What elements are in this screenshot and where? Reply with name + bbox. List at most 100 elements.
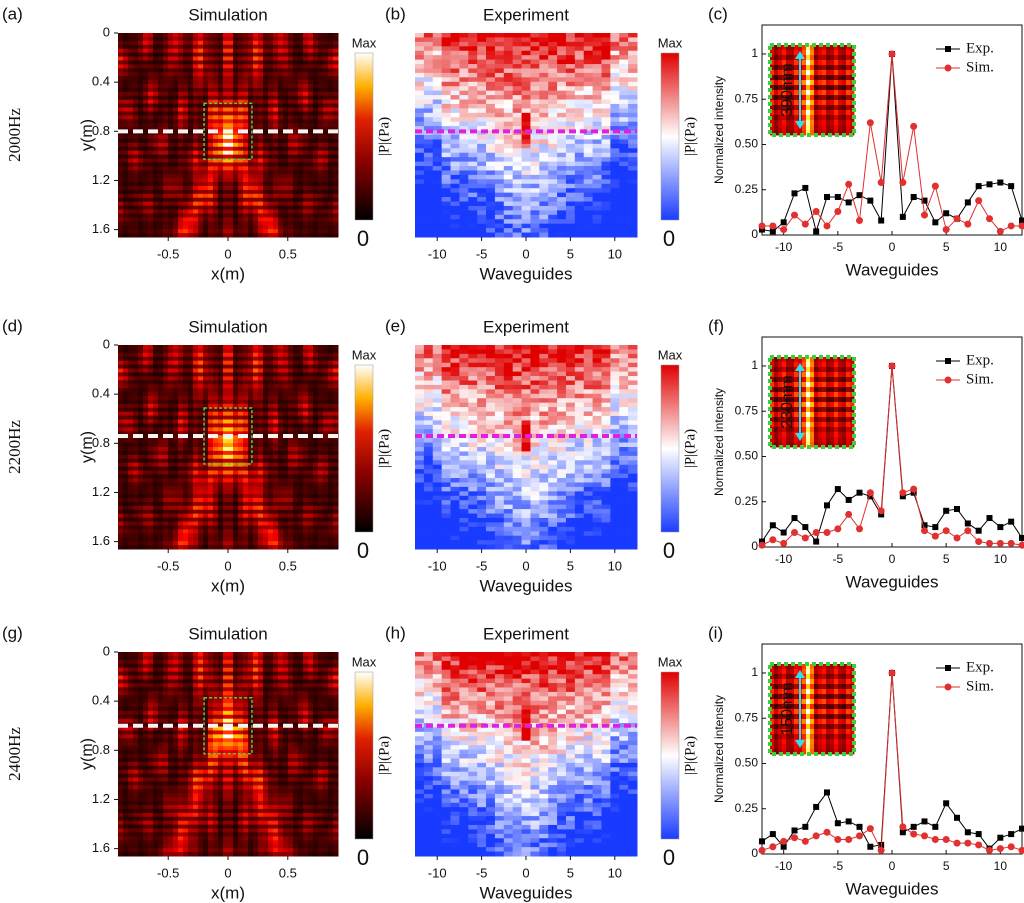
heatmap-cell	[601, 183, 611, 189]
heatmap-cell	[512, 64, 523, 69]
heatmap-cell	[486, 117, 496, 123]
heatmap-cell	[123, 170, 129, 175]
heatmap-cell	[208, 197, 214, 203]
heatmap-cell	[198, 345, 204, 350]
heatmap-cell	[258, 162, 264, 167]
heatmap-cell	[233, 213, 239, 218]
heatmap-cell	[441, 152, 452, 158]
heatmap-cell	[138, 115, 144, 120]
heatmap-cell	[468, 210, 478, 216]
heatmap-cell	[118, 392, 124, 397]
inset-cell	[782, 55, 787, 61]
heatmap-cell	[619, 55, 629, 61]
heatmap-cell	[574, 90, 585, 96]
inset-cell	[842, 45, 847, 51]
heatmap-cell	[228, 415, 234, 421]
heatmap-cell	[133, 162, 139, 167]
heatmap-cell	[188, 80, 194, 85]
heatmap-cell	[423, 86, 434, 92]
heatmap-cell	[233, 80, 239, 85]
heatmap-cell	[583, 179, 594, 185]
heatmap-cell	[628, 55, 638, 61]
inset-cell	[810, 60, 815, 66]
heatmap-cell	[323, 356, 329, 362]
heatmap-cell	[328, 76, 334, 81]
heatmap-cell	[548, 126, 558, 132]
heatmap-cell	[263, 189, 269, 195]
heatmap-cell	[303, 111, 309, 116]
heatmap-cell	[328, 36, 334, 42]
heatmap-cell	[268, 201, 274, 207]
heatmap-cell	[432, 126, 443, 132]
heatmap-cell	[118, 407, 124, 413]
heatmap-cell	[188, 146, 194, 152]
heatmap-cell	[133, 36, 139, 42]
heatmap-cell	[283, 407, 289, 413]
heatmap-cell	[298, 91, 304, 97]
heatmap-cell	[193, 197, 199, 203]
heatmap-cell	[233, 399, 239, 405]
heatmap-cell	[494, 90, 505, 96]
heatmap-cell	[233, 174, 239, 179]
inset-cell	[822, 65, 827, 71]
heatmap-cell	[565, 143, 576, 149]
heatmap-cell	[548, 46, 558, 52]
heatmap-cell	[318, 189, 324, 195]
heatmap-cell	[243, 60, 249, 65]
heatmap-cell	[203, 431, 209, 436]
inset-cell	[830, 45, 835, 51]
heatmap-cell	[163, 229, 169, 234]
heatmap-cell	[208, 138, 214, 144]
marker	[834, 193, 841, 200]
marker	[856, 192, 863, 199]
inset-cell	[850, 125, 855, 131]
heatmap-cell	[253, 368, 259, 373]
heatmap-cell	[158, 423, 164, 428]
heatmap-cell	[619, 157, 629, 163]
heatmap-cell	[183, 233, 189, 238]
heatmap-cell	[308, 419, 314, 424]
heatmap-cell	[258, 64, 264, 69]
heatmap-cell	[303, 91, 309, 97]
heatmap-cell	[323, 40, 329, 46]
heatmap-cell	[183, 205, 189, 211]
heatmap-cell	[173, 146, 179, 152]
legend-marker	[945, 46, 951, 52]
heatmap-cell	[565, 197, 576, 203]
heatmap-cell	[323, 68, 329, 73]
heatmap-cell	[183, 56, 189, 61]
heatmap-cell	[459, 166, 469, 171]
heatmap-cell	[243, 376, 249, 381]
heatmap-cell	[423, 108, 434, 114]
heatmap-cell	[158, 95, 164, 101]
heatmap-cell	[228, 423, 234, 428]
heatmap-cell	[208, 193, 214, 199]
heatmap-cell	[288, 364, 294, 370]
heatmap-cell	[168, 189, 174, 195]
heatmap-cell	[223, 56, 229, 61]
heatmap-cell	[459, 139, 469, 145]
heatmap-cell	[441, 135, 452, 140]
heatmap-cell	[193, 415, 199, 421]
heatmap-cell	[619, 72, 629, 78]
heatmap-cell	[173, 423, 179, 428]
heatmap-cell	[278, 403, 284, 409]
heatmap-cell	[293, 76, 299, 81]
heatmap-cell	[243, 95, 249, 101]
heatmap-cell	[293, 356, 299, 362]
heatmap-cell	[123, 123, 129, 128]
heatmap-cell	[628, 103, 638, 109]
heatmap-cell	[619, 139, 629, 145]
marker	[769, 228, 776, 235]
heatmap-cell	[308, 388, 314, 393]
heatmap-cell	[273, 411, 279, 417]
heatmap-cell	[494, 81, 505, 87]
heatmap-cell	[138, 95, 144, 101]
heatmap-cell	[188, 72, 194, 77]
heatmap-cell	[248, 407, 254, 413]
heatmap-cell	[486, 68, 496, 74]
heatmap-cell	[263, 72, 269, 77]
heatmap-cell	[318, 80, 324, 85]
heatmap-cell	[208, 229, 214, 234]
heatmap-cell	[143, 119, 149, 124]
